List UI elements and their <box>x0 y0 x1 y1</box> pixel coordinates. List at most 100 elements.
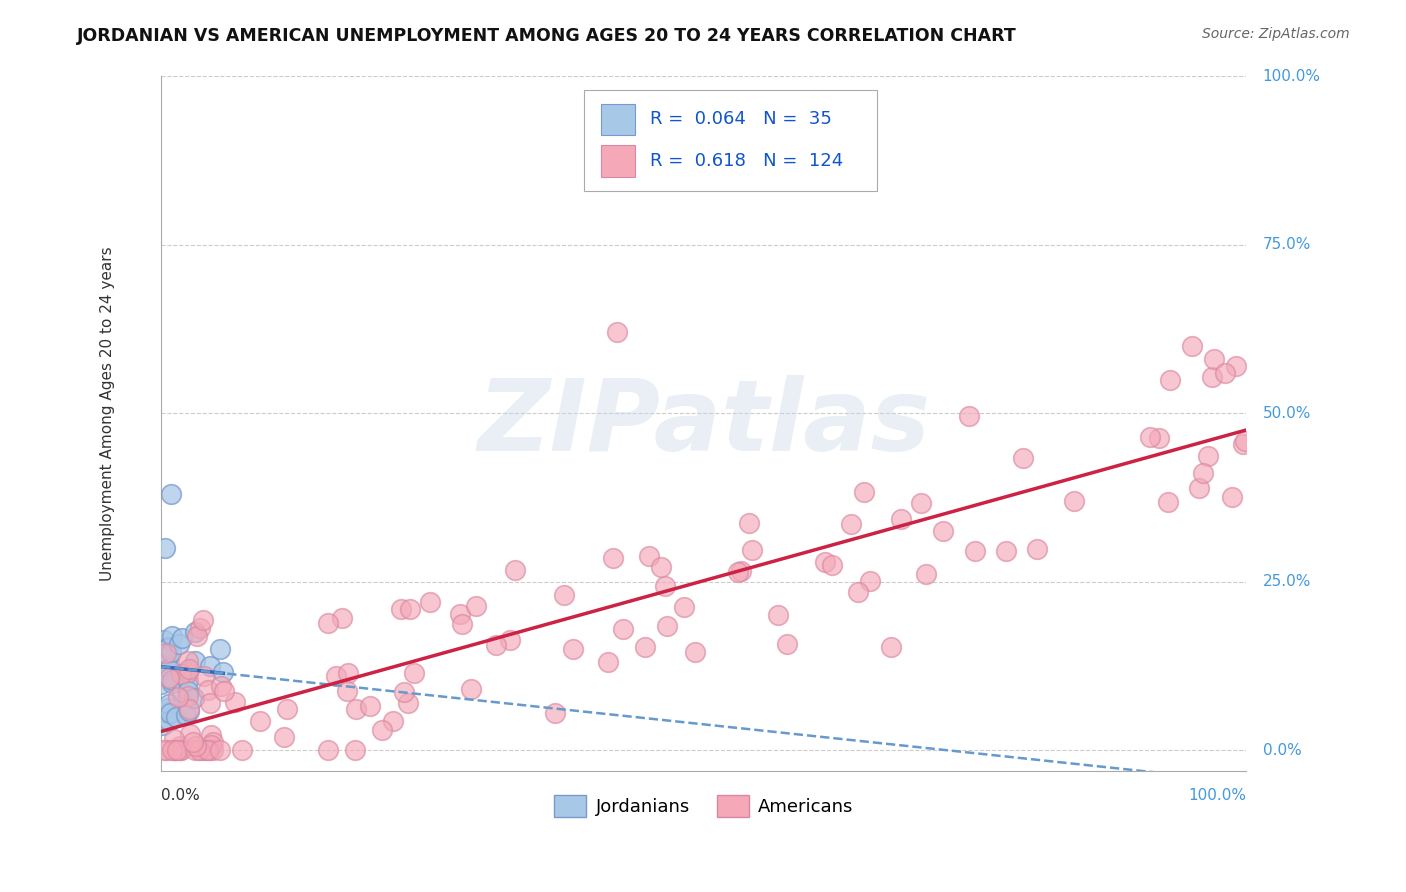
Point <box>197 682 219 697</box>
Text: 25.0%: 25.0% <box>1263 574 1310 590</box>
Point <box>152 718 174 732</box>
Point <box>768 608 790 623</box>
Point <box>596 655 619 669</box>
Point <box>183 624 205 639</box>
Point <box>153 705 176 719</box>
Point <box>208 743 231 757</box>
Point <box>1012 450 1035 465</box>
Point <box>231 743 253 757</box>
Point <box>160 629 183 643</box>
Point <box>156 640 179 655</box>
Point <box>162 743 184 757</box>
Point <box>399 602 422 616</box>
Point <box>890 512 912 526</box>
Text: ZIPatlas: ZIPatlas <box>477 375 931 472</box>
Point <box>634 640 657 654</box>
Point <box>685 645 707 659</box>
Point <box>159 645 181 659</box>
Point <box>184 743 207 757</box>
Text: 0.0%: 0.0% <box>162 788 200 803</box>
Point <box>814 556 837 570</box>
Point <box>193 668 215 682</box>
Point <box>1233 434 1256 449</box>
Point <box>337 665 360 680</box>
Point <box>201 735 224 749</box>
Point <box>166 743 188 757</box>
Point <box>157 641 180 656</box>
Point <box>503 563 526 577</box>
Point <box>359 698 381 713</box>
Point <box>209 679 232 693</box>
Point <box>543 706 565 720</box>
Point <box>179 662 201 676</box>
Point <box>174 708 197 723</box>
Point <box>741 542 763 557</box>
Point <box>169 666 191 681</box>
Point <box>449 607 471 621</box>
Point <box>859 574 882 588</box>
Text: R =  0.064   N =  35: R = 0.064 N = 35 <box>650 110 831 128</box>
Point <box>195 743 218 757</box>
Point <box>1159 372 1181 386</box>
Point <box>163 743 186 757</box>
Text: R =  0.618   N =  124: R = 0.618 N = 124 <box>650 152 842 169</box>
Point <box>602 551 624 566</box>
Point <box>606 326 628 340</box>
Point <box>224 695 246 709</box>
Point <box>186 629 208 643</box>
Point <box>1063 493 1085 508</box>
Bar <box>600 103 636 135</box>
Point <box>177 673 200 688</box>
Point <box>1157 494 1180 508</box>
Point <box>460 682 482 697</box>
Text: 50.0%: 50.0% <box>1263 406 1310 421</box>
Point <box>197 743 219 757</box>
Point <box>198 659 221 673</box>
Point <box>165 710 187 724</box>
Point <box>162 731 184 746</box>
Point <box>177 689 200 703</box>
Point <box>776 637 799 651</box>
Point <box>344 702 367 716</box>
Point <box>167 637 190 651</box>
Point <box>152 632 174 647</box>
Point <box>157 669 180 683</box>
Point <box>821 558 844 573</box>
FancyBboxPatch shape <box>585 90 877 191</box>
Point <box>163 743 186 757</box>
Point <box>179 727 201 741</box>
Text: 100.0%: 100.0% <box>1263 69 1320 84</box>
Point <box>932 524 955 538</box>
Point <box>389 602 412 616</box>
Point <box>638 549 661 564</box>
Point <box>208 642 231 657</box>
Point <box>152 651 174 665</box>
Point <box>965 544 987 558</box>
Point <box>172 685 194 699</box>
Point <box>169 739 191 753</box>
Point <box>485 638 508 652</box>
Point <box>654 579 676 593</box>
Point <box>1201 370 1223 384</box>
Point <box>177 665 200 679</box>
Point <box>157 671 180 685</box>
Point <box>179 704 201 718</box>
Point <box>177 702 200 716</box>
Point <box>170 743 193 757</box>
Point <box>198 696 221 710</box>
Legend: Jordanians, Americans: Jordanians, Americans <box>547 788 860 824</box>
Text: Source: ZipAtlas.com: Source: ZipAtlas.com <box>1202 27 1350 41</box>
Point <box>1232 436 1254 450</box>
Point <box>183 691 205 706</box>
Point <box>212 683 235 698</box>
Point <box>650 560 672 574</box>
Point <box>1147 431 1170 445</box>
Point <box>200 739 222 753</box>
Point <box>160 487 183 501</box>
Point <box>273 730 295 744</box>
Point <box>402 665 425 680</box>
Point <box>730 564 752 578</box>
Point <box>1192 466 1215 480</box>
Point <box>212 665 235 680</box>
Point <box>176 665 198 680</box>
